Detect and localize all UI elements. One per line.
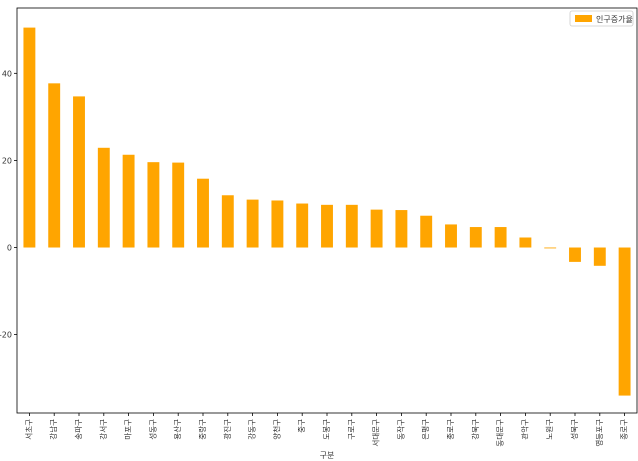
x-tick-label: 노원구 xyxy=(545,419,554,440)
x-tick-label: 강남구 xyxy=(48,419,58,440)
bar-25 xyxy=(618,247,631,396)
x-tick-label: 서초구 xyxy=(24,419,33,440)
bar-18 xyxy=(445,224,457,248)
y-tick-label: 0 xyxy=(7,244,12,253)
bar-4 xyxy=(97,147,110,248)
bar-22 xyxy=(544,247,557,249)
bar-3 xyxy=(73,96,85,248)
bar-2 xyxy=(48,83,61,248)
bar-23 xyxy=(569,247,581,262)
x-tick-label: 동작구 xyxy=(395,419,405,440)
bar-8 xyxy=(197,178,209,248)
bar-15 xyxy=(370,209,383,248)
legend-label: 인구증가율 xyxy=(596,14,633,24)
x-tick-label: 성북구 xyxy=(570,419,579,440)
x-tick-label: 종로구 xyxy=(620,419,629,440)
x-tick-label: 도봉구 xyxy=(322,419,331,440)
x-tick-label: 관악구 xyxy=(519,419,529,440)
y-tick-label: 40 xyxy=(2,69,12,78)
x-tick-label: 동대문구 xyxy=(496,419,505,447)
bar-13 xyxy=(321,204,333,248)
x-tick-label: 종로구 xyxy=(446,419,455,440)
x-tick-label: 은평구 xyxy=(420,419,430,440)
x-tick-label: 송파구 xyxy=(74,419,83,440)
bar-16 xyxy=(395,210,408,248)
bar-12 xyxy=(296,203,309,248)
y-tick-label: -20 xyxy=(0,331,12,340)
bar-14 xyxy=(345,204,358,248)
x-tick-label: 중구 xyxy=(297,419,306,433)
bar-1 xyxy=(23,27,36,248)
x-tick-label: 중랑구 xyxy=(198,419,207,440)
bar-7 xyxy=(172,162,185,248)
bar-11 xyxy=(271,200,284,248)
x-tick-label: 구로구 xyxy=(347,419,356,440)
legend: 인구증가율 xyxy=(569,10,634,27)
x-tick-label: 광진구 xyxy=(222,419,232,440)
bar-20 xyxy=(494,227,507,248)
x-tick-label: 강동구 xyxy=(247,419,257,440)
bar-24 xyxy=(593,247,606,266)
x-axis-title: 구분 xyxy=(320,451,335,460)
x-tick-label: 양천구 xyxy=(271,419,281,440)
bar-9 xyxy=(221,195,234,248)
bar-10 xyxy=(246,199,259,248)
bars-group xyxy=(23,27,631,396)
x-tick-label: 강북구 xyxy=(470,419,480,440)
x-tick-label: 성동구 xyxy=(148,419,157,440)
bar-6 xyxy=(147,162,160,248)
bar-17 xyxy=(420,215,433,248)
legend-swatch xyxy=(575,15,592,22)
y-axis: -20 0 20 40 xyxy=(0,69,17,340)
x-tick-label: 영등포구 xyxy=(594,419,604,447)
x-axis: 서초구 강남구 송파구 강서구 마포구 성동구 용산구 중랑구 광진구 강동구 양천구 중구 도봉구 구로… xyxy=(24,413,629,447)
x-tick-label: 용산구 xyxy=(172,419,182,440)
x-tick-label: 서대문구 xyxy=(372,419,381,447)
x-tick-label: 강서구 xyxy=(98,419,108,440)
bar-5 xyxy=(122,154,135,248)
y-tick-label: 20 xyxy=(2,156,12,165)
bar-19 xyxy=(469,227,482,248)
legend-box xyxy=(569,10,634,27)
x-tick-label: 마포구 xyxy=(124,419,133,440)
bar-21 xyxy=(519,237,532,248)
